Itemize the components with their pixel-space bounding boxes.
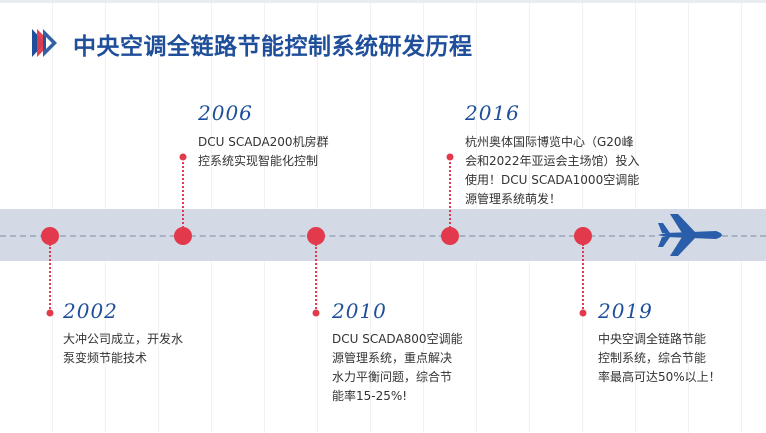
milestone-connector-2006 <box>182 158 184 228</box>
milestone-dot-2016[interactable] <box>441 227 459 245</box>
milestone-description-2006: DCU SCADA200机房群 控系统实现智能化控制 <box>198 133 329 171</box>
airplane-icon <box>658 214 722 256</box>
milestone-marker-2006 <box>179 153 187 161</box>
milestone-year-2006: 2006 <box>198 101 253 125</box>
description-line: DCU SCADA800空调能 <box>332 332 463 346</box>
description-line: 泵变频节能技术 <box>63 351 148 365</box>
milestone-connector-2016 <box>449 158 451 228</box>
milestone-description-2002: 大冲公司成立，开发水 泵变频节能技术 <box>63 330 183 368</box>
description-line: 率最高可达50%以上！ <box>598 370 721 384</box>
description-line: 杭州奥体国际博览中心（G20峰 <box>465 135 634 149</box>
description-line: 源管理系统，重点解决 <box>332 351 453 365</box>
description-line: 控制系统，综合节能 <box>598 351 707 365</box>
logo-icon <box>32 29 57 57</box>
description-line: 大冲公司成立，开发水 <box>63 332 184 346</box>
description-line: 控系统实现智能化控制 <box>198 154 319 168</box>
milestone-dot-2010[interactable] <box>307 227 325 245</box>
description-line: 能率15-25%! <box>332 389 408 403</box>
description-line: 源管理系统萌发！ <box>465 192 562 206</box>
milestone-description-2019: 中央空调全链路节能 控制系统，综合节能 率最高可达50%以上！ <box>598 330 721 387</box>
description-line: 中央空调全链路节能 <box>598 332 707 346</box>
milestone-year-2016: 2016 <box>465 101 520 125</box>
milestone-marker-2016 <box>446 153 454 161</box>
description-line: 使用！DCU SCADA1000空调能 <box>465 173 640 187</box>
milestone-marker-2010 <box>312 309 320 317</box>
description-line: 水力平衡问题，综合节 <box>332 370 453 384</box>
milestone-dot-2002[interactable] <box>41 227 59 245</box>
milestone-description-2016: 杭州奥体国际博览中心（G20峰 会和2022年亚运会主场馆）投入 使用！DCU … <box>465 133 640 209</box>
milestone-year-2019: 2019 <box>598 299 653 323</box>
milestone-dot-2006[interactable] <box>174 227 192 245</box>
milestone-marker-2019 <box>579 309 587 317</box>
milestone-connector-2002 <box>49 244 51 312</box>
page-title: 中央空调全链路节能控制系统研发历程 <box>73 34 473 60</box>
description-line: DCU SCADA200机房群 <box>198 135 329 149</box>
milestone-description-2010: DCU SCADA800空调能 源管理系统，重点解决 水力平衡问题，综合节 能率… <box>332 330 463 406</box>
milestone-marker-2002 <box>46 309 54 317</box>
timeline-axis <box>0 235 655 237</box>
top-divider <box>0 0 766 3</box>
description-line: 会和2022年亚运会主场馆）投入 <box>465 154 640 168</box>
timeline-axis-end <box>722 235 766 237</box>
milestone-connector-2019 <box>582 244 584 312</box>
milestone-year-2010: 2010 <box>332 299 387 323</box>
milestone-dot-2019[interactable] <box>574 227 592 245</box>
milestone-year-2002: 2002 <box>63 299 118 323</box>
milestone-connector-2010 <box>315 244 317 312</box>
